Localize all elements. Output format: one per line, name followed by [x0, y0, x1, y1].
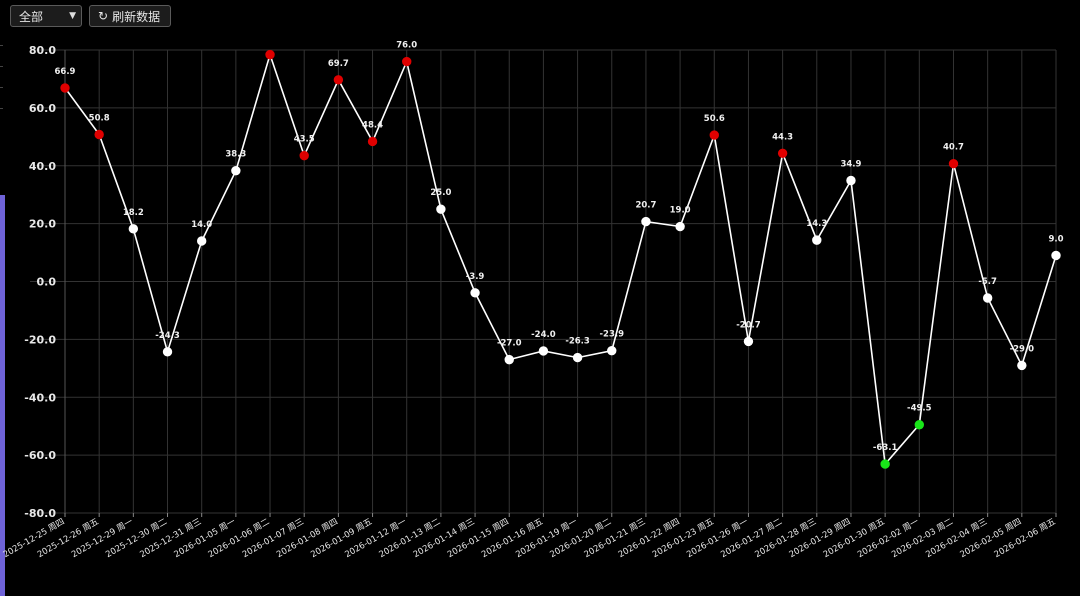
- data-point[interactable]: [367, 136, 378, 147]
- data-point[interactable]: [265, 49, 275, 60]
- data-label: 76.0: [396, 41, 417, 51]
- data-label: 38.3: [225, 150, 246, 160]
- data-point[interactable]: [470, 288, 480, 298]
- refresh-button-label: 刷新数据: [112, 9, 161, 24]
- data-point[interactable]: [572, 352, 583, 363]
- data-label: -20.7: [736, 320, 761, 330]
- y-axis: 80.0 60.0 40.0 20.0 0.0 -20.0 -40.0 -60.0 -80.0: [24, 44, 66, 520]
- data-point[interactable]: [982, 293, 993, 303]
- data-label: 43.5: [294, 135, 315, 145]
- data-point[interactable]: [914, 420, 925, 430]
- data-point[interactable]: [538, 346, 549, 356]
- data-label: 20.7: [635, 201, 656, 211]
- data-point[interactable]: [777, 148, 788, 159]
- y-tick-label: 0.0: [37, 276, 57, 289]
- data-point[interactable]: [812, 235, 822, 245]
- data-point[interactable]: [641, 216, 651, 227]
- data-label: 44.3: [772, 132, 793, 142]
- toolbar: 全部 ▼ ↻ 刷新数据: [10, 5, 172, 29]
- data-point[interactable]: [402, 56, 412, 67]
- data-point[interactable]: [196, 236, 207, 246]
- data-point[interactable]: [231, 165, 241, 176]
- filter-select-value: 全部: [19, 9, 44, 24]
- y-tick-label: -40.0: [24, 391, 56, 404]
- y-tick-label: 80.0: [29, 44, 56, 57]
- data-point[interactable]: [846, 175, 856, 186]
- y-tick-label: 40.0: [29, 160, 56, 173]
- y-tick-label: 60.0: [29, 102, 56, 115]
- data-label: 34.9: [840, 160, 861, 170]
- data-label: -29.0: [1010, 344, 1035, 354]
- data-label: -26.3: [565, 337, 590, 347]
- data-point[interactable]: [743, 336, 754, 347]
- left-accent-bar: [0, 195, 5, 596]
- x-tick-label: 2026-02-06 周五: [993, 517, 1058, 560]
- data-label: 50.6: [704, 114, 725, 124]
- series-line: [64, 51, 1057, 466]
- chevron-down-icon: ▼: [69, 11, 76, 21]
- data-label: 19.0: [670, 206, 691, 216]
- data-point[interactable]: [948, 159, 959, 169]
- data-point[interactable]: [880, 459, 890, 469]
- data-label: 9.0: [1048, 234, 1063, 244]
- data-label: 14.3: [806, 219, 827, 229]
- data-label: 14.0: [191, 220, 212, 230]
- data-label: -27.0: [497, 339, 522, 349]
- refresh-button[interactable]: ↻ 刷新数据: [89, 5, 172, 27]
- data-label: -63.1: [873, 443, 898, 453]
- data-point[interactable]: [1017, 360, 1027, 371]
- data-point[interactable]: [436, 204, 446, 214]
- data-labels: 66.9 50.8 18.2 -24.3 14.0 38.3 43.5 69.7 48.4 76.…: [55, 41, 1064, 454]
- data-point[interactable]: [607, 345, 617, 356]
- series-points: [60, 49, 1061, 469]
- data-label: 69.7: [328, 59, 349, 69]
- data-label: -24.0: [531, 330, 556, 340]
- data-label: -23.9: [600, 330, 625, 340]
- chart-grid: [30, 49, 1057, 514]
- data-point[interactable]: [333, 75, 344, 85]
- y-tick-label: -80.0: [24, 507, 56, 520]
- y-tick-label: -20.0: [24, 333, 56, 346]
- y-tick-label: 20.0: [29, 218, 56, 231]
- y-tick-label: -60.0: [24, 449, 56, 462]
- data-label: -5.7: [978, 277, 997, 287]
- data-label: 50.8: [89, 113, 110, 123]
- data-label: 25.0: [430, 188, 451, 198]
- data-point[interactable]: [60, 83, 70, 93]
- data-label: 66.9: [55, 67, 76, 77]
- data-point[interactable]: [162, 347, 173, 357]
- filter-select[interactable]: 全部 ▼: [10, 5, 82, 27]
- refresh-icon: ↻: [98, 9, 109, 23]
- data-label: 18.2: [123, 208, 144, 218]
- data-label: -3.9: [466, 272, 485, 282]
- data-point[interactable]: [299, 150, 309, 161]
- data-point[interactable]: [1051, 250, 1061, 261]
- data-point[interactable]: [675, 221, 685, 232]
- data-label: -49.5: [907, 404, 932, 414]
- data-point[interactable]: [709, 130, 719, 140]
- left-edge-marks: [0, 45, 3, 129]
- data-label: 40.7: [943, 143, 964, 153]
- data-point[interactable]: [504, 354, 514, 365]
- data-point[interactable]: [94, 129, 104, 140]
- data-point[interactable]: [128, 224, 139, 234]
- data-label: -24.3: [155, 331, 180, 341]
- data-label: 48.4: [362, 120, 383, 130]
